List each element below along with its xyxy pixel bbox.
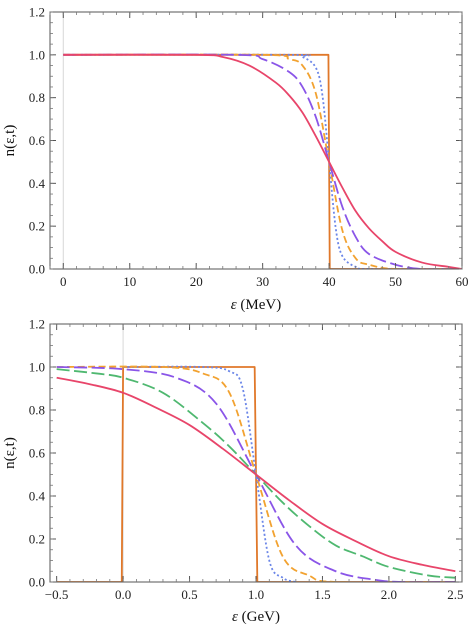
y-tick-label: 0.6 [29, 133, 46, 148]
x-axis-symbol: ε [231, 297, 237, 313]
series-line-5-solid [56, 376, 456, 573]
y-tick-label: 0.6 [29, 446, 46, 461]
x-tick-label: 1.0 [248, 587, 264, 602]
x-tick-label: 10 [123, 274, 136, 289]
x-tick-label: 0 [60, 274, 67, 289]
y-axis-label: n(ε,t) [2, 125, 18, 157]
y-tick-label: 1.0 [29, 47, 45, 62]
x-tick-label: 50 [389, 274, 402, 289]
x-axis-unit: (MeV) [237, 297, 282, 313]
series-line-4-long-dash [56, 368, 456, 579]
chart-bottom: −0.5 0.0 0.5 1.0 1.5 2.0 2.50.00.20.40.60.81.0… [2, 317, 463, 626]
x-axis-symbol: ε [232, 609, 238, 625]
series-line-0-step [63, 53, 462, 269]
x-tick-label: 2.0 [381, 587, 397, 602]
y-tick-label: 1.0 [29, 360, 45, 375]
y-tick-label: 0.8 [29, 403, 45, 418]
x-tick-label: 0.5 [181, 587, 197, 602]
series-line-2-dashed [63, 53, 462, 269]
y-tick-label: 0.2 [29, 532, 45, 547]
x-tick-label: 60 [456, 274, 469, 289]
x-tick-label: 30 [256, 274, 269, 289]
plot-frame [49, 11, 463, 270]
y-tick-label: 0.0 [29, 262, 45, 277]
x-tick-label: 20 [190, 274, 203, 289]
series-line-0-step [56, 366, 456, 582]
y-axis-label: n(ε,t) [2, 437, 18, 469]
series-line-3-long-dash [56, 366, 456, 582]
x-tick-label: 2.5 [447, 587, 463, 602]
series-line-4-solid [63, 53, 462, 269]
y-tick-label: 0.0 [29, 575, 45, 590]
x-tick-label: 1.5 [314, 587, 330, 602]
series-line-1-dotted [63, 53, 462, 269]
x-tick-label: 40 [323, 274, 336, 289]
x-axis-unit: (GeV) [238, 609, 280, 625]
y-tick-label: 0.4 [29, 489, 46, 504]
series-group [56, 365, 456, 582]
y-tick-label: 0.8 [29, 90, 45, 105]
y-tick-label: 1.2 [29, 5, 45, 20]
y-tick-label: 0.2 [29, 219, 45, 234]
x-tick-label: −0.5 [45, 587, 69, 602]
series-group [63, 53, 462, 269]
chart-top: 0 10 20 30 40 50 60 0.0 0.2 0.4 0.6 0.8 1.0 1.2 ε (MeV… [2, 5, 469, 314]
x-tick-label: 0.0 [115, 587, 131, 602]
series-line-1-dotted [123, 365, 297, 582]
y-tick-label: 0.4 [29, 176, 46, 191]
x-axis-label: ε (GeV) [232, 609, 280, 625]
series-line-3-long-dash [63, 53, 462, 269]
y-tick-label: 1.2 [29, 317, 45, 332]
x-axis-label: ε (MeV) [231, 297, 282, 313]
